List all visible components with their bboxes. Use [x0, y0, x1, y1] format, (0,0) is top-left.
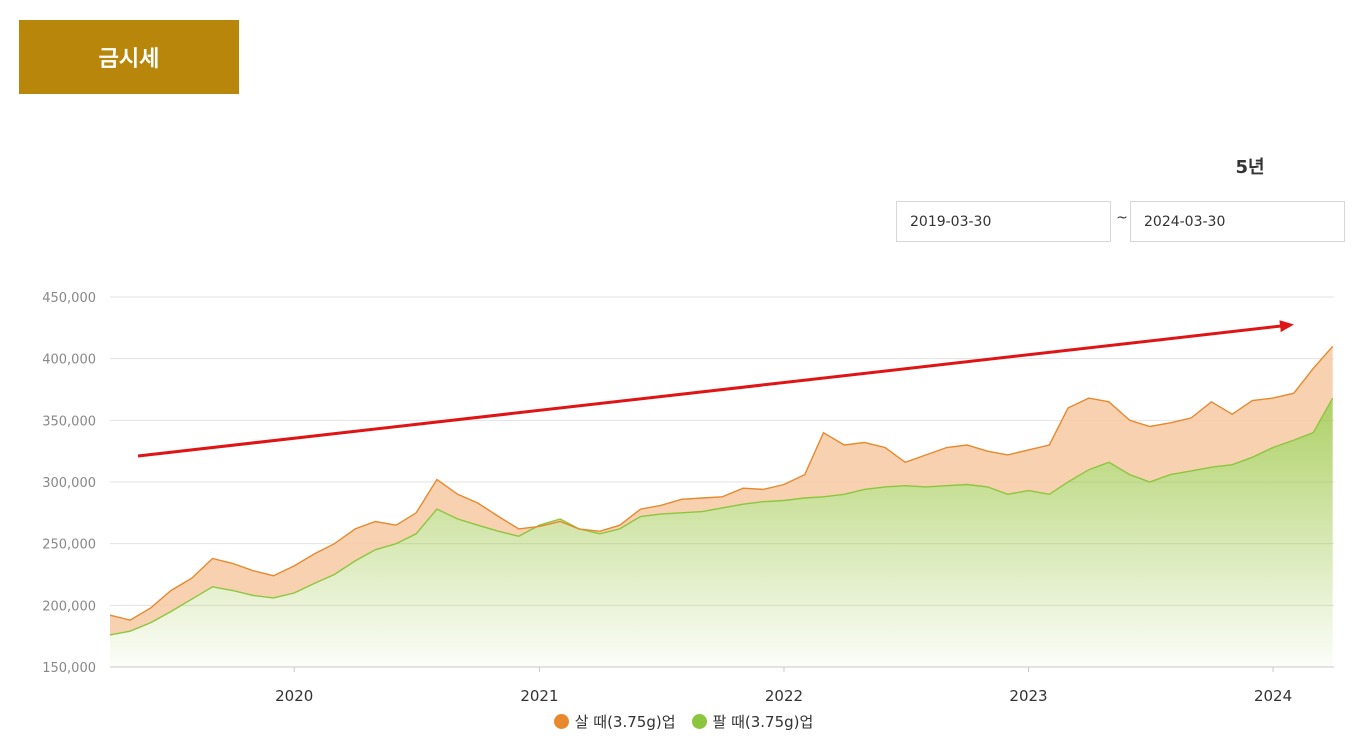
x-tick-label: 2021 [520, 687, 558, 705]
x-tick-label: 2023 [1009, 687, 1047, 705]
date-range-separator: ~ [1116, 210, 1128, 226]
legend-label-buy: 살 때(3.75g)업 [574, 713, 676, 731]
x-tick-label: 2022 [765, 687, 803, 705]
sell-series-area [110, 398, 1333, 667]
sell-series-line[interactable] [109, 397, 1334, 636]
y-tick-label: 150,000 [42, 661, 96, 676]
buy-series-line[interactable] [109, 345, 1334, 621]
page-title: 금시세 [19, 20, 239, 94]
legend-item-sell[interactable]: 팔 때(3.75g)업 [691, 711, 814, 732]
y-tick-label: 450,000 [42, 291, 96, 306]
chart-legend: 살 때(3.75g)업 팔 때(3.75g)업 [0, 711, 1367, 732]
gold-price-chart: 150,000 200,000 250,000 300,000 350,000 400,0… [42, 291, 1334, 705]
x-tick-label: 2020 [275, 687, 313, 705]
legend-item-buy[interactable]: 살 때(3.75g)업 [553, 711, 676, 732]
y-tick-label: 200,000 [42, 599, 96, 614]
end-date-input[interactable] [1130, 201, 1345, 242]
period-label[interactable]: 5년 [1235, 157, 1265, 178]
y-tick-label: 350,000 [42, 414, 96, 429]
legend-label-sell: 팔 때(3.75g)업 [712, 713, 814, 731]
legend-dot-sell-icon [691, 714, 707, 729]
y-tick-label: 400,000 [42, 353, 96, 368]
trend-arrow-icon [137, 320, 1294, 458]
legend-dot-buy-icon [553, 714, 569, 729]
y-tick-label: 250,000 [42, 538, 96, 553]
y-tick-label: 300,000 [42, 476, 96, 491]
start-date-input[interactable] [896, 201, 1111, 242]
x-tick-label: 2024 [1254, 687, 1292, 705]
